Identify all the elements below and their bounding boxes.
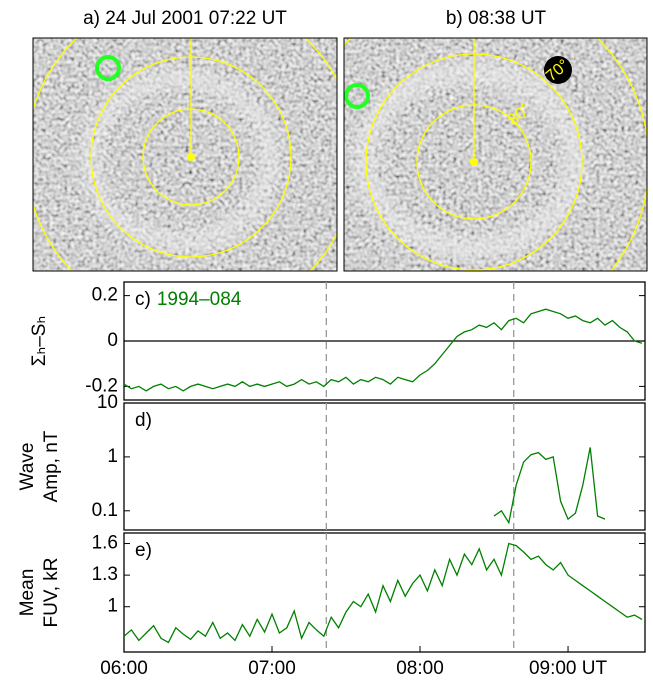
- y-tick-label: 1.6: [92, 533, 118, 554]
- y-tick-label: 1: [107, 446, 118, 467]
- y-axis-label: Wave: [17, 443, 38, 491]
- image-title: a) 24 Jul 2001 07:22 UT: [83, 8, 287, 29]
- image-frame: [32, 37, 338, 272]
- panel-label: e): [135, 540, 152, 561]
- image-title: b) 08:38 UT: [446, 8, 547, 29]
- x-tick-label: 07:00: [248, 658, 296, 679]
- y-axis-label: Amp, nT: [41, 430, 62, 502]
- panel-label: e): [135, 540, 152, 561]
- panel-label: c) 1994–084: [135, 289, 242, 310]
- image-frame: [343, 37, 648, 272]
- panel-label: d): [135, 410, 152, 431]
- y-tick-label: 0: [107, 330, 118, 351]
- plot-frame: [123, 532, 646, 653]
- y-tick-label: 0.1: [92, 500, 118, 521]
- legend-entry: 1994–084: [157, 289, 242, 310]
- x-tick-label: 06:00: [100, 658, 148, 679]
- y-axis-label: FUV, kR: [41, 557, 62, 627]
- plot-frame: [123, 402, 646, 531]
- x-tick-label: 09:00 UT: [529, 658, 608, 679]
- panel-label: d): [135, 410, 152, 431]
- data-line: [123, 542, 643, 644]
- data-line: [493, 447, 606, 525]
- auroral-image: 70° 80°: [344, 38, 647, 271]
- y-tick-label: 10: [97, 392, 118, 413]
- y-axis-label: Σₕ–Sₕ: [29, 316, 50, 366]
- y-tick-label: 0.2: [92, 285, 118, 306]
- y-axis-label: Mean: [17, 569, 38, 617]
- auroral-image: [33, 38, 337, 271]
- y-tick-label: -0.2: [85, 375, 118, 396]
- data-line: [123, 308, 643, 392]
- panel-label: c): [135, 289, 151, 310]
- y-tick-label: 1.3: [92, 564, 118, 585]
- y-tick-label: 1: [107, 596, 118, 617]
- x-tick-label: 08:00: [396, 658, 444, 679]
